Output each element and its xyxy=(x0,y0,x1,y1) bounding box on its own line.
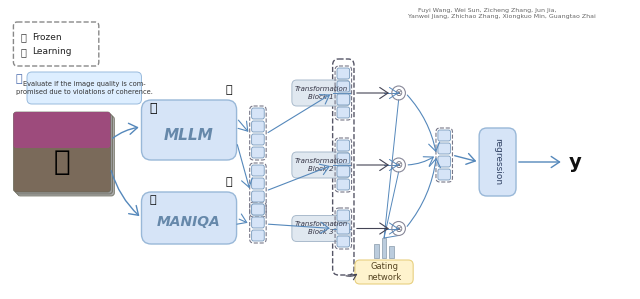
FancyBboxPatch shape xyxy=(141,192,237,244)
FancyBboxPatch shape xyxy=(337,166,349,177)
FancyBboxPatch shape xyxy=(252,204,264,215)
FancyBboxPatch shape xyxy=(337,68,349,79)
FancyBboxPatch shape xyxy=(252,230,264,241)
FancyBboxPatch shape xyxy=(438,156,451,167)
FancyBboxPatch shape xyxy=(337,236,349,247)
FancyBboxPatch shape xyxy=(292,152,350,178)
FancyBboxPatch shape xyxy=(15,114,113,194)
FancyBboxPatch shape xyxy=(292,216,350,242)
FancyBboxPatch shape xyxy=(337,210,349,221)
Text: Transformation
Block 2: Transformation Block 2 xyxy=(294,158,348,172)
FancyBboxPatch shape xyxy=(252,134,264,145)
FancyBboxPatch shape xyxy=(337,153,349,164)
Text: y: y xyxy=(568,152,581,172)
FancyBboxPatch shape xyxy=(252,178,264,189)
FancyBboxPatch shape xyxy=(252,217,264,228)
FancyBboxPatch shape xyxy=(141,100,237,160)
Text: ⚿: ⚿ xyxy=(20,32,26,42)
FancyBboxPatch shape xyxy=(479,128,516,196)
Text: Gating
network: Gating network xyxy=(367,262,401,282)
FancyBboxPatch shape xyxy=(252,204,264,215)
Text: Learning: Learning xyxy=(32,48,71,57)
Bar xyxy=(374,244,379,258)
Bar xyxy=(381,238,387,258)
Text: 🔒: 🔒 xyxy=(225,85,232,95)
FancyBboxPatch shape xyxy=(252,165,264,176)
FancyBboxPatch shape xyxy=(355,260,413,284)
FancyBboxPatch shape xyxy=(337,94,349,105)
FancyBboxPatch shape xyxy=(438,143,451,154)
Text: MANIQA: MANIQA xyxy=(157,215,221,229)
FancyBboxPatch shape xyxy=(337,81,349,92)
Text: Frozen: Frozen xyxy=(32,33,61,42)
Text: MLLM: MLLM xyxy=(164,127,214,143)
Bar xyxy=(389,246,394,258)
Text: 👤: 👤 xyxy=(15,74,22,84)
FancyBboxPatch shape xyxy=(337,223,349,234)
Text: 🔓: 🔓 xyxy=(20,47,26,57)
Text: Yanwei Jiang, Zhichao Zhang, Xiongkuo Min, Guangtao Zhai: Yanwei Jiang, Zhichao Zhang, Xiongkuo Mi… xyxy=(408,14,596,19)
FancyBboxPatch shape xyxy=(337,107,349,118)
FancyBboxPatch shape xyxy=(27,72,141,104)
FancyBboxPatch shape xyxy=(252,121,264,132)
Text: Transformation
Block 1: Transformation Block 1 xyxy=(294,86,348,100)
FancyBboxPatch shape xyxy=(252,191,264,202)
Text: Transformation
Block 3: Transformation Block 3 xyxy=(294,222,348,236)
Text: ⊗: ⊗ xyxy=(394,223,403,234)
Text: 🔓: 🔓 xyxy=(225,177,232,187)
FancyBboxPatch shape xyxy=(13,112,111,148)
FancyBboxPatch shape xyxy=(252,147,264,158)
Text: ⊗: ⊗ xyxy=(394,160,403,170)
Text: 🤖: 🤖 xyxy=(150,195,156,205)
FancyBboxPatch shape xyxy=(292,80,350,106)
Text: Evaluate if the image quality is com-
promised due to violations of coherence.: Evaluate if the image quality is com- pr… xyxy=(16,81,153,95)
Text: 🦉: 🦉 xyxy=(149,101,157,115)
FancyBboxPatch shape xyxy=(337,140,349,151)
FancyBboxPatch shape xyxy=(438,169,451,180)
Text: ⊗: ⊗ xyxy=(394,88,403,98)
Text: 🐘: 🐘 xyxy=(54,148,70,176)
Text: regression: regression xyxy=(493,138,502,186)
FancyBboxPatch shape xyxy=(13,112,111,192)
FancyBboxPatch shape xyxy=(252,108,264,119)
Text: Fuyi Wang, Wei Sun, Zicheng Zhang, Jun Jia,: Fuyi Wang, Wei Sun, Zicheng Zhang, Jun J… xyxy=(418,8,557,13)
FancyBboxPatch shape xyxy=(17,116,115,196)
FancyBboxPatch shape xyxy=(438,130,451,141)
FancyBboxPatch shape xyxy=(13,22,99,66)
FancyBboxPatch shape xyxy=(337,179,349,190)
